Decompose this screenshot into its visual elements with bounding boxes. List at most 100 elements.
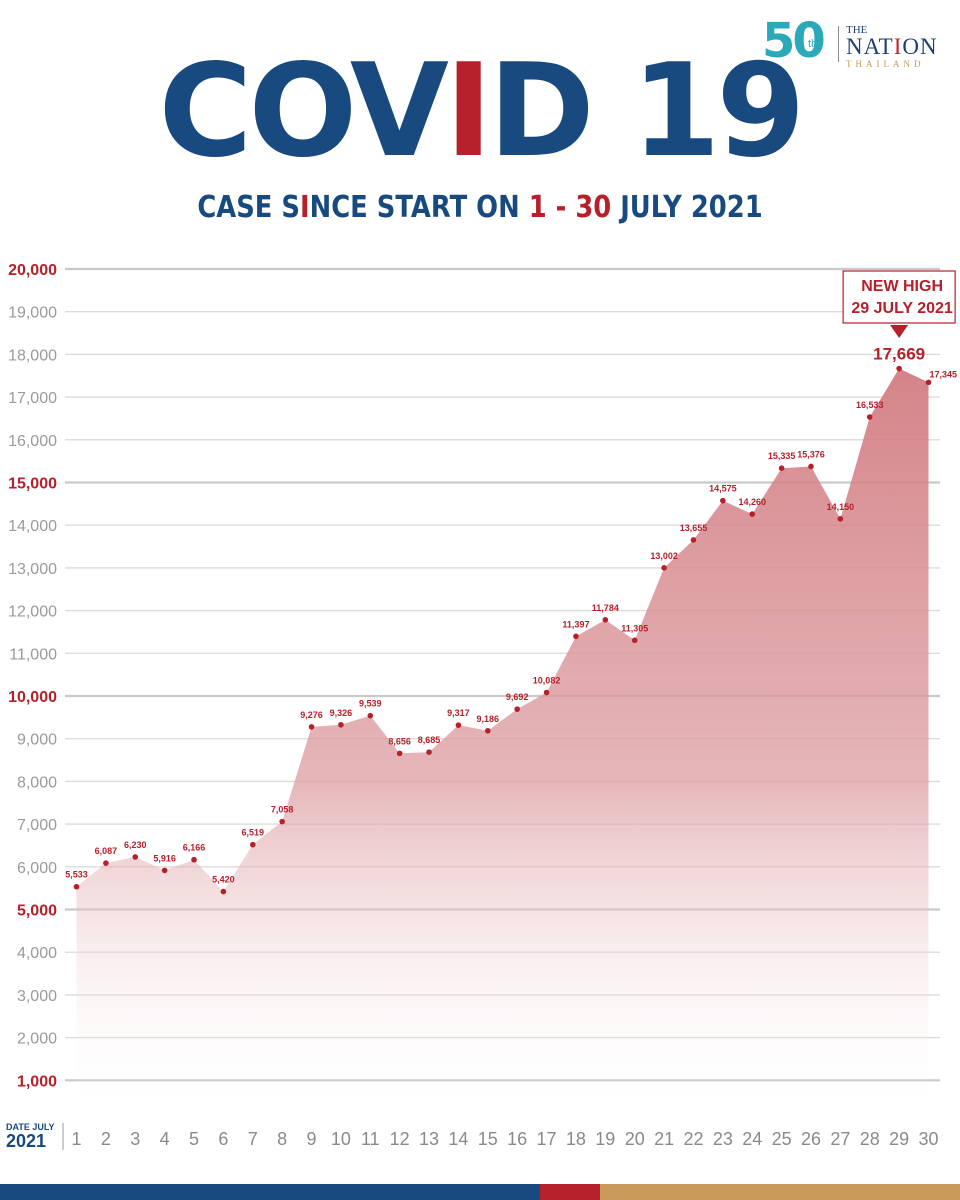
x-tick-label: 22 (683, 1129, 703, 1149)
data-point (396, 750, 403, 757)
data-point (808, 463, 814, 470)
x-tick-label: 9 (307, 1129, 317, 1149)
data-point (749, 511, 756, 517)
data-point (308, 724, 315, 730)
data-point (543, 689, 550, 696)
x-tick-label: 30 (918, 1129, 938, 1149)
y-tick-label: 18,000 (8, 347, 57, 364)
data-point (103, 860, 109, 866)
page-title: COVID 19 (0, 42, 960, 182)
annotation-box (842, 270, 956, 324)
subtitle-part-5: JULY 2021 (611, 190, 763, 225)
bottom-bar-segment (0, 1184, 540, 1200)
data-label: 9,276 (300, 710, 323, 720)
data-label: 9,186 (477, 714, 500, 724)
x-tick-label: 21 (654, 1129, 674, 1149)
data-label: 5,533 (65, 870, 88, 880)
data-label: 16,533 (856, 400, 884, 410)
data-label: 15,335 (768, 451, 796, 461)
data-point (631, 637, 638, 644)
data-label: 11,397 (562, 619, 589, 629)
data-point (485, 727, 491, 734)
data-label: 10,082 (533, 675, 561, 685)
data-point (573, 633, 579, 640)
y-tick-label: 5,000 (17, 903, 57, 920)
data-label: 6,087 (95, 846, 118, 856)
data-label: 9,539 (359, 699, 382, 709)
data-point (720, 497, 726, 504)
y-tick-label: 3,000 (17, 988, 57, 1005)
y-tick-label: 9,000 (17, 732, 57, 749)
logo-nation-a: NAT (846, 34, 894, 59)
data-label: 9,317 (447, 708, 470, 718)
logo-nation: NATION (846, 34, 952, 59)
data-label: 5,916 (153, 853, 176, 863)
bottom-bar-segment (540, 1184, 600, 1200)
data-label: 11,305 (621, 623, 648, 633)
x-tick-label: 13 (419, 1129, 439, 1149)
data-point (661, 565, 667, 571)
data-label: 14,260 (738, 497, 766, 507)
data-point (426, 749, 432, 755)
x-tick-label: 12 (390, 1129, 410, 1149)
y-tick-label: 13,000 (8, 561, 57, 578)
x-tick-label: 7 (248, 1129, 258, 1149)
x-tick-label: 20 (625, 1129, 645, 1149)
data-point (73, 883, 80, 890)
y-tick-label: 7,000 (17, 817, 57, 834)
y-tick-label: 16,000 (8, 433, 57, 450)
data-point (279, 818, 285, 825)
logo-thailand: THAILAND (846, 59, 925, 69)
data-label: 13,002 (650, 551, 678, 561)
logo-nation-i: I (893, 34, 903, 59)
data-label: 5,420 (212, 875, 235, 885)
data-label: 17,669 (873, 345, 925, 364)
data-point (837, 515, 844, 522)
y-tick-label: 10,000 (8, 689, 57, 706)
logo-brand: THE NATION THAILAND (846, 24, 952, 70)
annotation-line-2: 29 JULY 2021 (851, 300, 953, 317)
nation-50th-logo: 50 th THE NATION THAILAND (762, 12, 952, 70)
data-point (690, 537, 697, 543)
data-labels: 5,533 6,087 6,230 5,916 6,166 5,420 6,519 7,058… (65, 345, 957, 885)
data-label: 11,784 (592, 603, 619, 613)
x-tick-label: 19 (595, 1129, 615, 1149)
data-label: 7,058 (271, 805, 294, 815)
data-point (896, 365, 902, 372)
subtitle-part-1: CASE S (197, 190, 301, 225)
data-label: 15,376 (797, 449, 825, 459)
y-tick-label: 20,000 (8, 262, 57, 279)
data-point (514, 706, 520, 712)
data-label: 8,656 (388, 736, 411, 746)
x-tick-label: 29 (889, 1129, 909, 1149)
data-label: 6,230 (124, 840, 147, 850)
x-tick-label: 5 (189, 1129, 199, 1149)
x-tick-label: 17 (537, 1129, 557, 1149)
x-tick-label: 14 (448, 1129, 468, 1149)
data-point (866, 414, 873, 420)
data-label: 17,345 (930, 369, 958, 379)
annotation-line-1: NEW HIGH (861, 278, 943, 295)
x-tick-label: 8 (277, 1129, 287, 1149)
data-label: 6,519 (242, 828, 265, 838)
data-point (778, 465, 785, 471)
data-point (191, 856, 197, 863)
title-part-1: COV (158, 37, 449, 186)
data-label: 9,326 (330, 708, 353, 718)
x-tick-label: 4 (160, 1129, 170, 1149)
subtitle-part-3: NCE START ON (309, 190, 529, 225)
x-tick-label: 28 (860, 1129, 880, 1149)
title-part-2: I (444, 37, 493, 186)
title-part-3: D 19 (488, 37, 806, 186)
y-tick-label: 1,000 (17, 1073, 57, 1090)
x-axis-label-bottom: 2021 (6, 1131, 46, 1151)
y-tick-label: 15,000 (8, 476, 57, 493)
y-tick-label: 14,000 (8, 518, 57, 535)
logo-th-mark: th (808, 38, 818, 50)
x-tick-label: 24 (742, 1129, 762, 1149)
logo-nation-b: ON (902, 34, 938, 59)
y-tick-label: 11,000 (9, 646, 57, 663)
data-point (132, 854, 139, 860)
x-tick-label: 23 (713, 1129, 733, 1149)
